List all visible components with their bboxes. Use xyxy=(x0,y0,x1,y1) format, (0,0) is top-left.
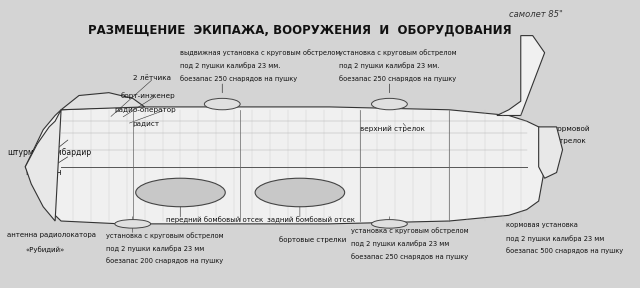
Ellipse shape xyxy=(115,219,150,228)
Text: задний бомбовый отсек: задний бомбовый отсек xyxy=(267,216,355,223)
Ellipse shape xyxy=(255,178,345,207)
Text: установка с круговым обстрелом: установка с круговым обстрелом xyxy=(339,49,456,56)
Text: боезапас 200 снарядов на пушку: боезапас 200 снарядов на пушку xyxy=(106,257,223,264)
Text: под 2 пушки калибра 23 мм: под 2 пушки калибра 23 мм xyxy=(351,240,449,247)
Ellipse shape xyxy=(371,98,407,110)
Text: под 2 пушки калибра 23 мм.: под 2 пушки калибра 23 мм. xyxy=(180,62,281,69)
Text: кормовой: кормовой xyxy=(554,125,590,132)
Text: под 2 пушки калибра 23 мм: под 2 пушки калибра 23 мм xyxy=(106,245,204,251)
Text: РАЗМЕЩЕНИЕ  ЭКИПАЖА, ВООРУЖЕНИЯ  И  ОБОРУДОВАНИЯ: РАЗМЕЩЕНИЕ ЭКИПАЖА, ВООРУЖЕНИЯ И ОБОРУДО… xyxy=(88,23,512,36)
Polygon shape xyxy=(497,36,545,115)
Text: «Рубидий»: «Рубидий» xyxy=(25,246,65,253)
Text: штурман: штурман xyxy=(25,168,62,177)
Text: боезапас 250 снарядов на пушку: боезапас 250 снарядов на пушку xyxy=(351,253,468,260)
Ellipse shape xyxy=(371,219,407,228)
Text: самолет 85": самолет 85" xyxy=(509,10,563,19)
Text: стрелок: стрелок xyxy=(556,138,586,144)
Text: штурман-бомбардир: штурман-бомбардир xyxy=(7,148,92,157)
Ellipse shape xyxy=(204,98,240,110)
Text: радио-оператор: радио-оператор xyxy=(115,107,177,113)
Polygon shape xyxy=(61,93,145,110)
Text: под 2 пушки калибра 23 мм.: под 2 пушки калибра 23 мм. xyxy=(339,62,439,69)
Text: бортовые стрелки: бортовые стрелки xyxy=(279,236,346,243)
Text: антенна радиолокатора: антенна радиолокатора xyxy=(7,232,97,238)
Polygon shape xyxy=(25,107,550,224)
Text: установка с круговым обстрелом: установка с круговым обстрелом xyxy=(351,228,468,234)
Text: установка с круговым обстрелом: установка с круговым обстрелом xyxy=(106,232,223,239)
Text: борт-инженер: борт-инженер xyxy=(121,92,175,99)
Text: верхний стрелок: верхний стрелок xyxy=(360,125,424,132)
Text: боезапас 250 снарядов на пушку: боезапас 250 снарядов на пушку xyxy=(339,75,456,82)
Polygon shape xyxy=(25,110,61,221)
Text: передний бомбовый отсек: передний бомбовый отсек xyxy=(166,216,263,223)
Text: 2 лётчика: 2 лётчика xyxy=(132,75,171,82)
Text: выдвижная установка с круговым обстрелом: выдвижная установка с круговым обстрелом xyxy=(180,49,341,56)
Text: радист: радист xyxy=(132,121,160,127)
Text: кормовая установка: кормовая установка xyxy=(506,222,578,228)
Text: боезапас 500 снарядов на пушку: боезапас 500 снарядов на пушку xyxy=(506,248,623,254)
Ellipse shape xyxy=(136,178,225,207)
Text: боезапас 250 снарядов на пушку: боезапас 250 снарядов на пушку xyxy=(180,75,298,82)
Text: под 2 пушки калибра 23 мм: под 2 пушки калибра 23 мм xyxy=(506,235,604,242)
Polygon shape xyxy=(539,127,563,178)
